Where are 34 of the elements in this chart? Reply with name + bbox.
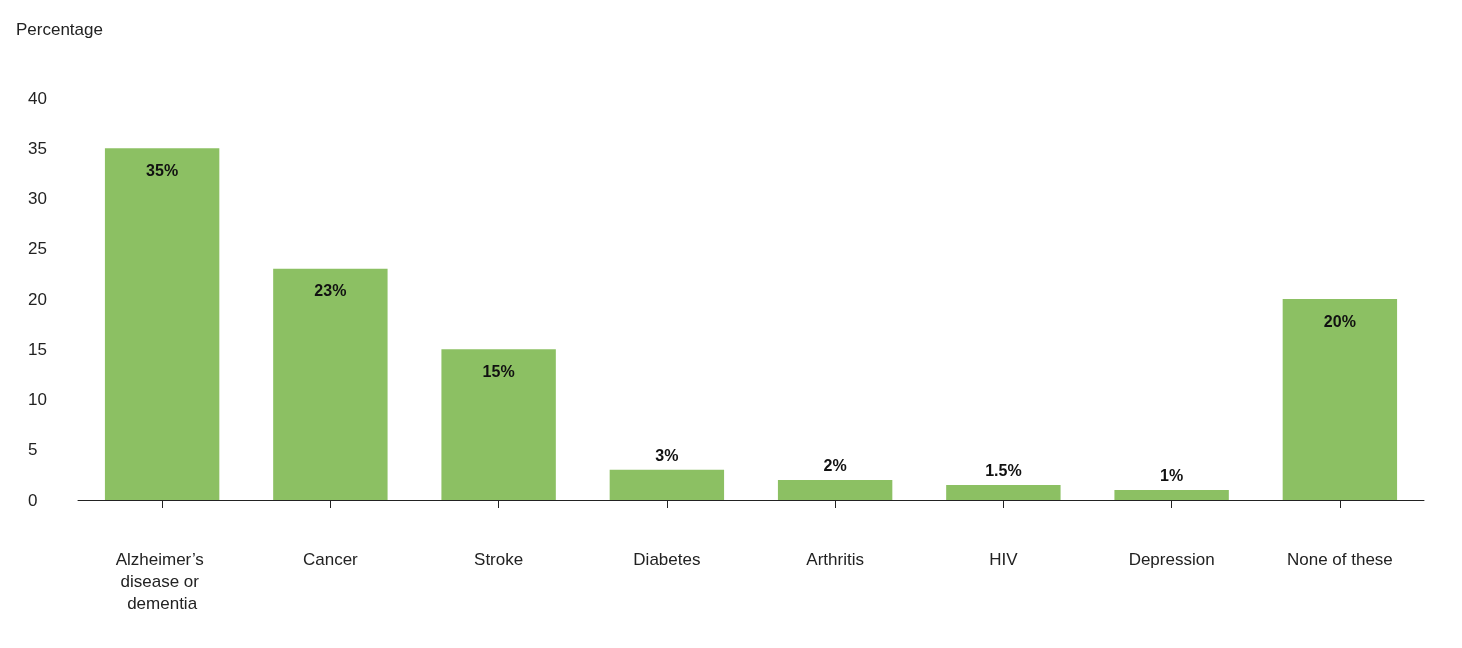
x-tick-label: Cancer bbox=[302, 549, 359, 569]
y-tick-label: 10 bbox=[28, 390, 47, 409]
x-tick-label: Diabetes bbox=[633, 549, 701, 569]
y-tick-label: 25 bbox=[28, 239, 47, 259]
data-label: 15% bbox=[482, 362, 515, 380]
x-tick-label: None of these bbox=[1286, 549, 1393, 569]
y-axis-title: Percentage bbox=[16, 20, 103, 39]
bar bbox=[777, 479, 893, 500]
y-tick-label: 40 bbox=[28, 88, 47, 108]
bar bbox=[104, 148, 220, 500]
bar bbox=[946, 484, 1061, 500]
data-label: 35% bbox=[146, 161, 179, 179]
data-label: 3% bbox=[655, 447, 679, 465]
x-tick-label: Stroke bbox=[474, 549, 524, 569]
bar bbox=[1282, 299, 1398, 500]
data-label: 2% bbox=[823, 457, 847, 475]
x-tick-label: Alzheimer’s disease or dementia bbox=[115, 549, 209, 613]
y-tick-label: 0 bbox=[28, 490, 38, 510]
data-label: 1% bbox=[1160, 467, 1184, 485]
y-tick-label: 35 bbox=[28, 138, 47, 158]
bar bbox=[609, 469, 725, 500]
x-tick-label: HIV bbox=[989, 549, 1019, 569]
y-tick-label: 15 bbox=[28, 339, 47, 359]
data-label: 20% bbox=[1323, 312, 1356, 330]
data-label: 23% bbox=[314, 282, 347, 300]
x-tick-label: Depression bbox=[1128, 549, 1215, 569]
bar bbox=[273, 268, 388, 500]
bar bbox=[1114, 489, 1229, 500]
y-tick-label: 20 bbox=[28, 289, 47, 309]
y-tick-label: 5 bbox=[28, 440, 38, 460]
data-label: 1.5% bbox=[985, 462, 1022, 480]
y-tick-label: 30 bbox=[28, 189, 47, 208]
x-tick-label: Arthritis bbox=[806, 549, 864, 569]
bar bbox=[441, 349, 556, 500]
